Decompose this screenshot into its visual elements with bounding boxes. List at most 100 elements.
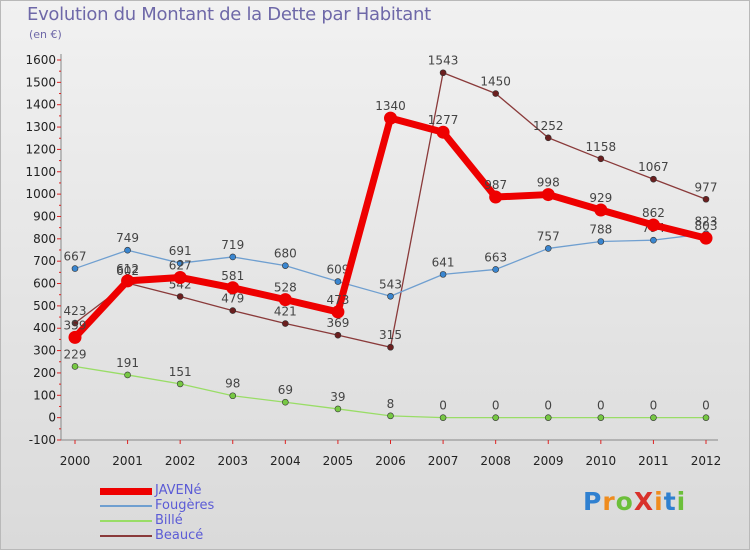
data-label: 0 bbox=[439, 399, 447, 413]
data-label: 0 bbox=[544, 399, 552, 413]
data-label: 998 bbox=[537, 176, 560, 190]
chart-subtitle: (en €) bbox=[29, 28, 62, 41]
data-label: 191 bbox=[116, 356, 139, 370]
data-point bbox=[278, 293, 292, 307]
data-point bbox=[173, 270, 187, 284]
x-tick-label: 2007 bbox=[428, 454, 459, 468]
data-label: 1543 bbox=[428, 54, 459, 68]
data-label: 929 bbox=[589, 191, 612, 205]
data-label: 663 bbox=[484, 250, 507, 264]
y-tick-label: 1200 bbox=[25, 142, 56, 156]
legend-swatch bbox=[100, 520, 152, 522]
data-point bbox=[594, 203, 608, 217]
x-tick-label: 2001 bbox=[112, 454, 143, 468]
data-point bbox=[331, 305, 345, 319]
data-label: 862 bbox=[642, 206, 665, 220]
data-point bbox=[282, 398, 289, 406]
x-tick-label: 2004 bbox=[270, 454, 301, 468]
data-point bbox=[544, 414, 552, 421]
data-point bbox=[282, 262, 289, 269]
x-tick-label: 2000 bbox=[60, 454, 91, 468]
y-tick-label: 700 bbox=[33, 254, 56, 268]
y-tick-label: 600 bbox=[33, 277, 56, 291]
x-tick-label: 2003 bbox=[217, 454, 248, 468]
data-label: 359 bbox=[64, 318, 87, 332]
data-label: 680 bbox=[274, 247, 297, 261]
data-point bbox=[439, 414, 447, 421]
y-tick-label: 800 bbox=[33, 232, 56, 246]
data-label: 977 bbox=[695, 180, 718, 194]
x-tick-label: 2005 bbox=[323, 454, 354, 468]
data-point bbox=[492, 90, 499, 97]
data-label: 803 bbox=[695, 219, 718, 233]
data-label: 1340 bbox=[375, 99, 406, 113]
data-label: 39 bbox=[330, 390, 345, 404]
y-tick-label: 1600 bbox=[25, 53, 56, 67]
data-point bbox=[282, 320, 289, 327]
data-label: 229 bbox=[64, 347, 87, 361]
data-point bbox=[71, 363, 79, 370]
legend-label: JAVENé bbox=[155, 483, 202, 498]
data-label: 757 bbox=[537, 229, 560, 243]
data-point bbox=[124, 371, 131, 379]
data-label: 609 bbox=[326, 263, 349, 277]
x-tick-label: 2012 bbox=[691, 454, 722, 468]
data-point bbox=[68, 330, 82, 344]
data-label: 98 bbox=[225, 377, 240, 391]
data-point bbox=[229, 253, 237, 261]
y-tick-label: 300 bbox=[33, 344, 56, 358]
data-label: 581 bbox=[221, 269, 244, 283]
data-label: 1450 bbox=[480, 75, 511, 89]
data-label: 987 bbox=[484, 178, 507, 192]
data-point bbox=[597, 414, 605, 421]
data-point bbox=[384, 111, 397, 125]
data-label: 627 bbox=[169, 258, 192, 272]
chart-title: Evolution du Montant de la Dette par Hab… bbox=[27, 4, 431, 25]
data-point bbox=[439, 271, 447, 278]
data-point bbox=[334, 405, 342, 413]
data-point bbox=[176, 259, 184, 267]
data-point bbox=[229, 392, 237, 400]
data-point bbox=[489, 190, 503, 204]
data-point bbox=[387, 292, 394, 300]
data-point bbox=[650, 414, 657, 421]
data-point bbox=[334, 331, 342, 339]
data-label: 69 bbox=[278, 383, 293, 397]
data-point bbox=[121, 274, 135, 288]
legend-label: Beaucé bbox=[155, 528, 204, 543]
legend-swatch bbox=[100, 487, 152, 495]
y-tick-label: 500 bbox=[33, 299, 56, 313]
data-label: 0 bbox=[597, 399, 605, 413]
data-point bbox=[71, 265, 79, 272]
data-label: 719 bbox=[221, 238, 244, 252]
data-label: 612 bbox=[116, 262, 139, 276]
data-label: 543 bbox=[379, 277, 402, 291]
data-label: 473 bbox=[326, 293, 349, 307]
data-point bbox=[492, 266, 499, 273]
data-label: 823 bbox=[695, 215, 718, 229]
data-point bbox=[176, 293, 184, 300]
data-label: 691 bbox=[169, 244, 192, 258]
data-label: 423 bbox=[64, 304, 87, 318]
data-point bbox=[544, 245, 552, 252]
x-tick-label: 2009 bbox=[533, 454, 564, 468]
data-point bbox=[702, 195, 710, 203]
data-label: 641 bbox=[432, 255, 455, 269]
y-tick-label: 1500 bbox=[25, 75, 56, 89]
data-point bbox=[226, 281, 240, 295]
legend-swatch bbox=[100, 535, 152, 537]
y-tick-label: 1000 bbox=[25, 187, 56, 201]
data-point bbox=[650, 175, 657, 183]
data-label: 528 bbox=[274, 281, 297, 295]
data-point bbox=[541, 188, 555, 202]
data-label: 602 bbox=[116, 264, 139, 278]
data-point bbox=[387, 412, 394, 420]
data-label: 0 bbox=[492, 399, 500, 413]
data-label: 421 bbox=[274, 305, 297, 319]
y-tick-label: 900 bbox=[33, 209, 56, 223]
y-tick-label: -100 bbox=[29, 433, 56, 447]
y-tick-label: 200 bbox=[33, 366, 56, 380]
data-point bbox=[71, 319, 79, 327]
data-point bbox=[544, 134, 552, 142]
